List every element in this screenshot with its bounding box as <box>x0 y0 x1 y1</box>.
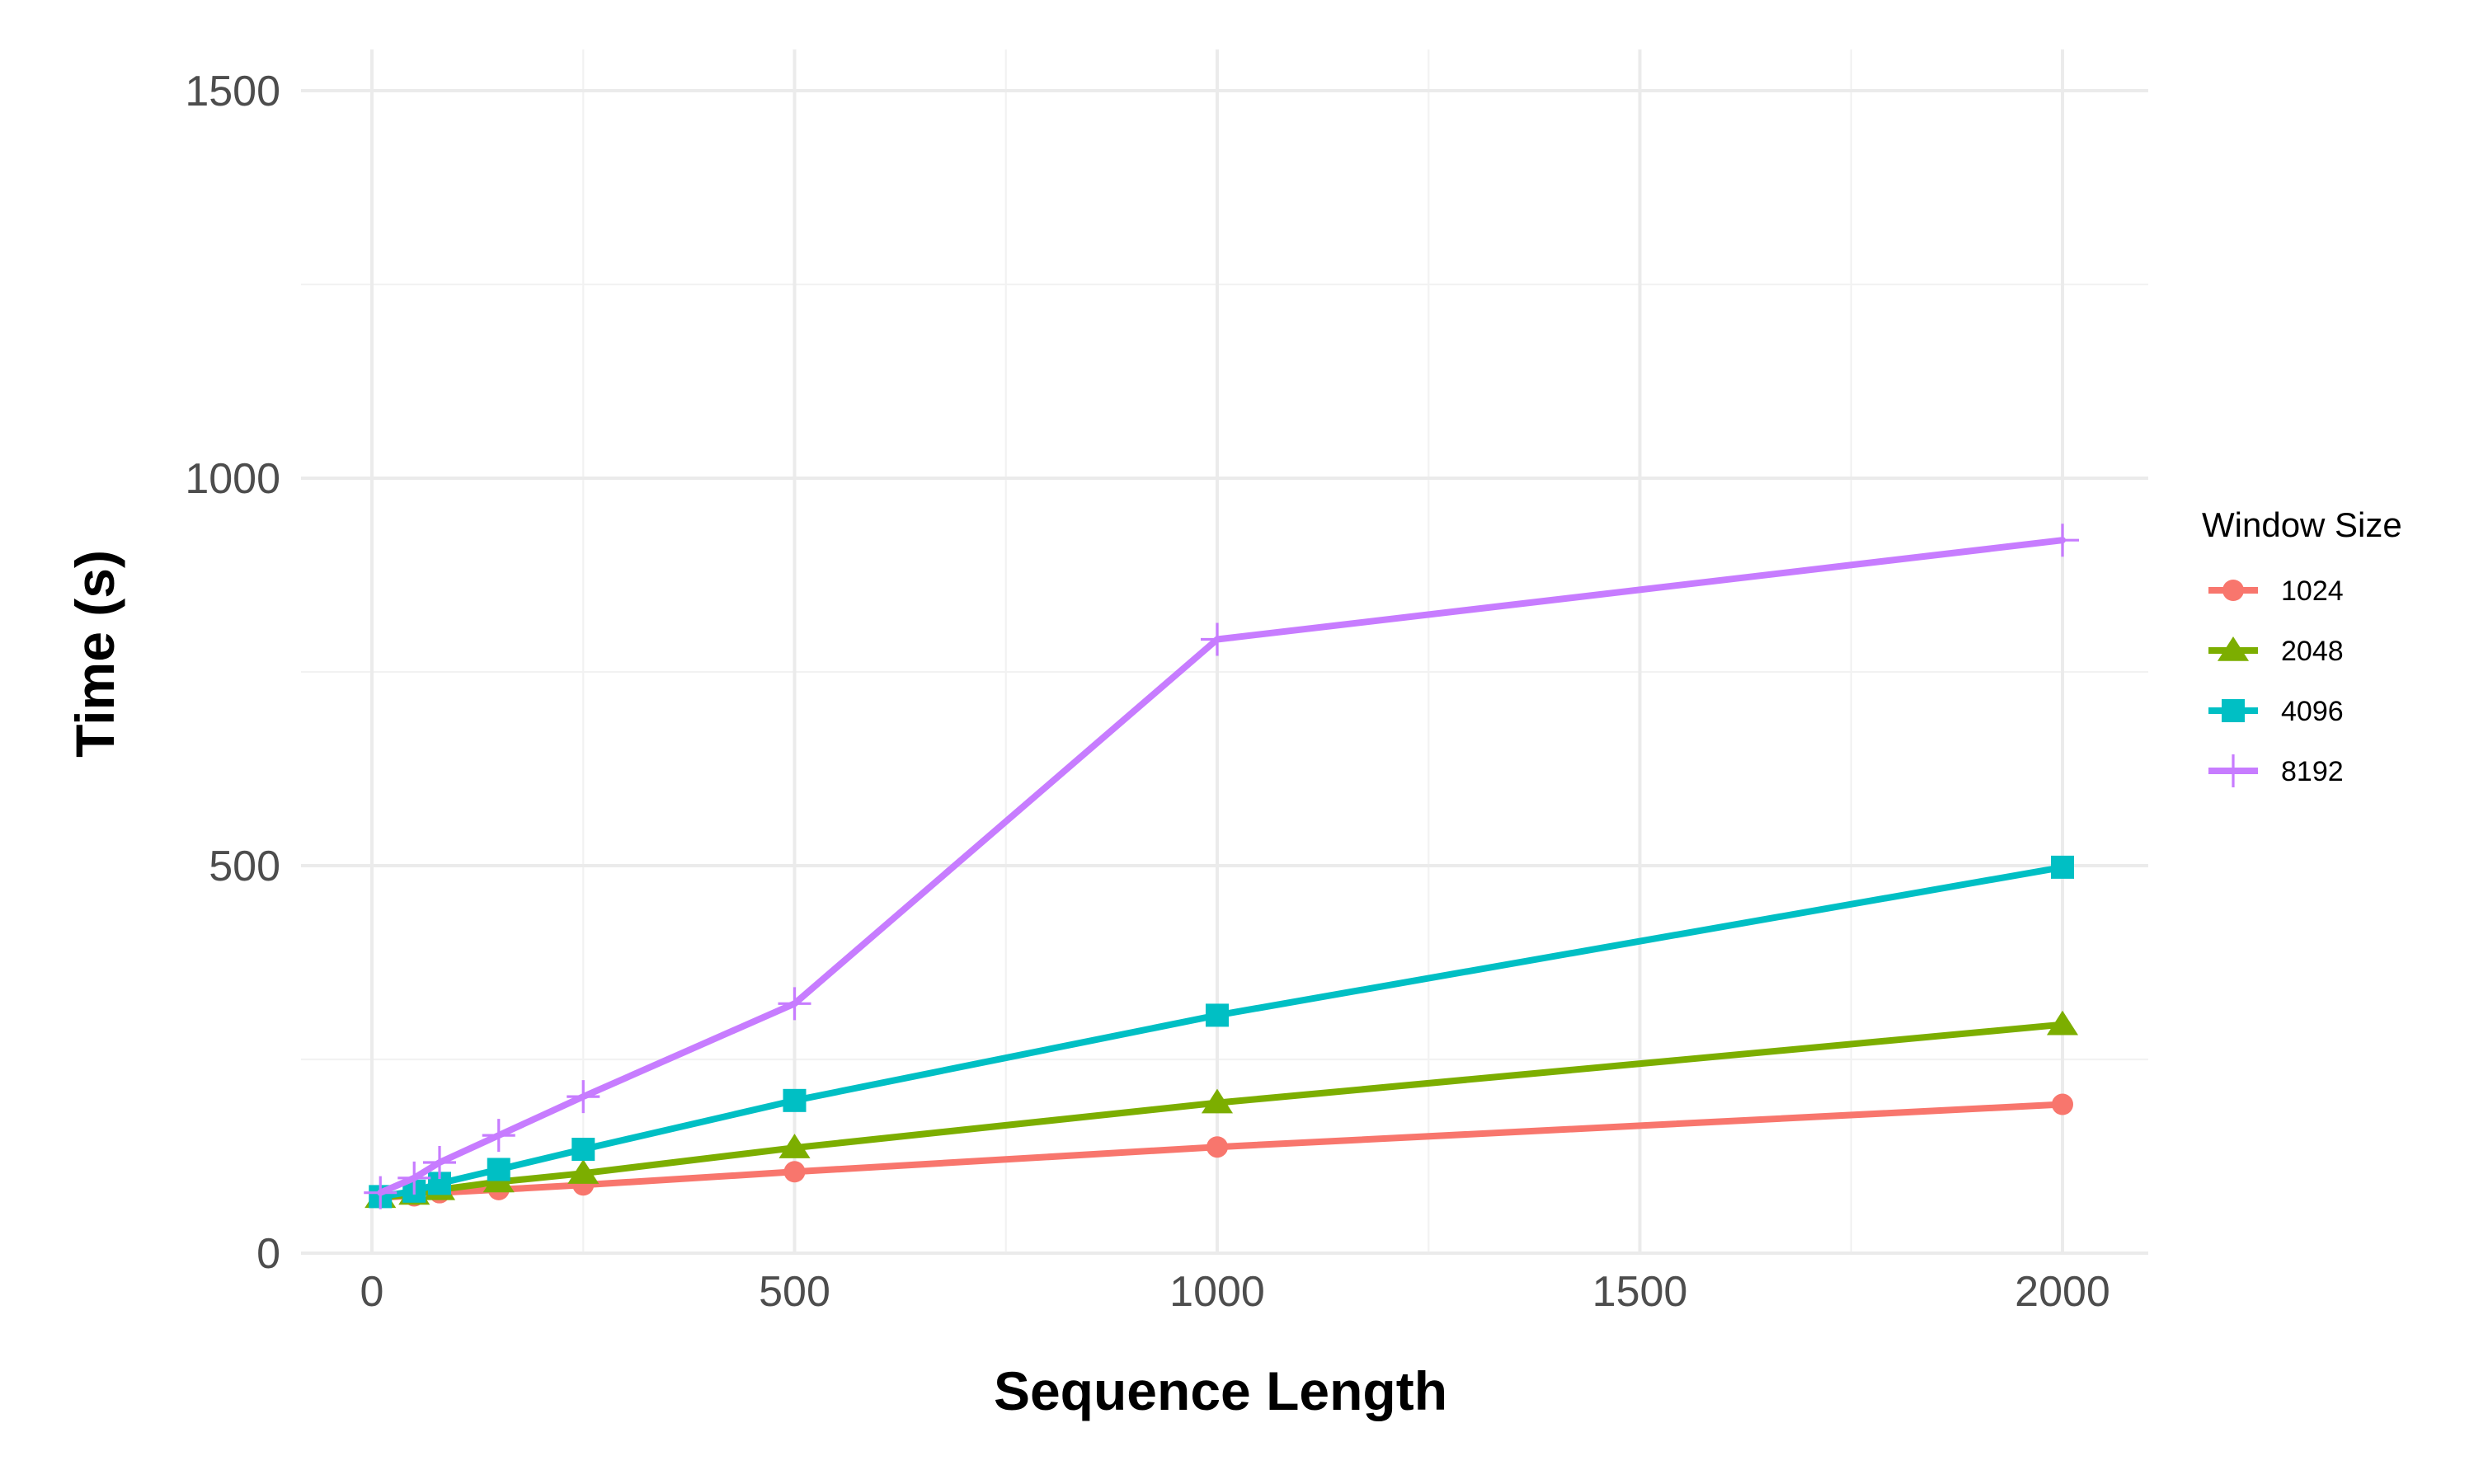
legend-item-8192: 8192 <box>2208 754 2344 787</box>
legend-label-4096: 4096 <box>2281 696 2344 727</box>
data-point-8192 <box>2046 524 2079 557</box>
data-point-8192 <box>397 1161 431 1195</box>
y-tick-label: 0 <box>256 1230 280 1278</box>
data-point-8192 <box>567 1080 600 1114</box>
legend-marker-2048 <box>2217 636 2250 661</box>
x-tick-label: 500 <box>759 1268 830 1316</box>
legend-marker-4096 <box>2222 699 2245 722</box>
series-line-8192 <box>377 537 2066 1196</box>
legend-items: 1024 2048 4096 8192 <box>2208 575 2344 787</box>
y-tick-label: 1000 <box>185 455 280 503</box>
series-8192 <box>364 524 2079 1209</box>
data-point-1024 <box>1206 1136 1228 1158</box>
legend-label-8192: 8192 <box>2281 756 2344 787</box>
x-tick-label: 0 <box>360 1268 384 1316</box>
legend-marker-1024 <box>2222 580 2244 601</box>
series-layer <box>364 524 2079 1209</box>
x-tick-label: 1000 <box>1169 1268 1265 1316</box>
data-point-1024 <box>2052 1093 2073 1115</box>
x-tick-label: 1500 <box>1592 1268 1688 1316</box>
y-tick-label: 1500 <box>185 68 280 115</box>
legend-item-2048: 2048 <box>2208 636 2344 667</box>
data-point-4096 <box>2051 855 2074 879</box>
data-point-8192 <box>1201 622 1234 656</box>
legend-item-1024: 1024 <box>2208 575 2344 607</box>
data-point-2048 <box>567 1159 600 1184</box>
data-point-2048 <box>778 1134 811 1158</box>
grid-layer <box>301 49 2148 1255</box>
data-point-4096 <box>571 1138 595 1162</box>
data-point-4096 <box>1206 1003 1229 1027</box>
axis-layer: 0 500 1000 1500 2000 0 500 1000 1500 <box>185 68 2110 1316</box>
data-point-8192 <box>423 1146 456 1180</box>
data-point-2048 <box>2046 1010 2079 1036</box>
data-point-8192 <box>364 1176 397 1209</box>
data-point-2048 <box>1201 1088 1234 1114</box>
legend-label-2048: 2048 <box>2281 636 2344 667</box>
data-point-4096 <box>783 1088 807 1112</box>
x-axis-title: Sequence Length <box>994 1360 1447 1421</box>
y-tick-label: 500 <box>209 843 280 890</box>
data-point-8192 <box>778 987 811 1021</box>
legend: Window Size 1024 2048 4096 8192 <box>2202 505 2402 787</box>
legend-item-4096: 4096 <box>2208 696 2344 727</box>
data-point-8192 <box>482 1119 515 1153</box>
x-tick-label: 2000 <box>2015 1268 2110 1316</box>
data-point-4096 <box>487 1158 510 1181</box>
legend-marker-8192 <box>2217 754 2250 787</box>
y-axis-title: Time (s) <box>64 550 125 758</box>
series-2048 <box>365 1010 2079 1209</box>
legend-label-1024: 1024 <box>2281 575 2344 607</box>
data-point-1024 <box>783 1161 806 1183</box>
legend-title: Window Size <box>2202 505 2402 544</box>
